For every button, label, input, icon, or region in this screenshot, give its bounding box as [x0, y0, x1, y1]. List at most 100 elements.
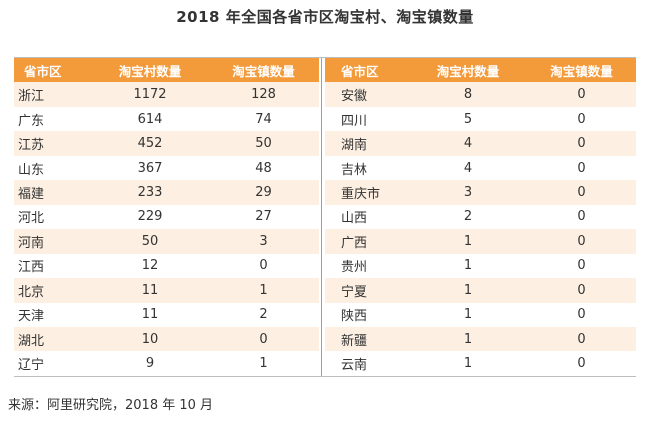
cell-province: 辽宁	[18, 358, 45, 374]
cell-province: 山东	[18, 162, 45, 178]
table-row: 宁夏 1 0	[325, 278, 636, 303]
table-header-row: 省市区 淘宝村数量 淘宝镇数量	[14, 58, 319, 83]
table-row: 山西 2 0	[325, 205, 636, 229]
cell-town-count: 27	[255, 209, 272, 225]
cell-village-count: 11	[141, 307, 159, 323]
cell-village-count: 4	[463, 160, 473, 176]
cell-province: 江苏	[18, 138, 45, 154]
cell-town-count: 74	[255, 111, 272, 127]
source-note: 来源：阿里研究院，2018 年 10 月	[8, 398, 214, 413]
cell-village-count: 1	[463, 258, 473, 274]
cell-town-count: 128	[251, 87, 276, 103]
cell-village-count: 367	[137, 160, 163, 176]
cell-province: 河南	[18, 235, 45, 251]
cell-village-count: 614	[137, 111, 163, 127]
cell-province: 福建	[18, 186, 45, 202]
cell-town-count: 0	[577, 160, 586, 176]
table-row: 天津 11 2	[14, 303, 319, 327]
cell-village-count: 3	[463, 184, 473, 200]
table-left-half: 省市区 淘宝村数量 淘宝镇数量 浙江 1172 128 广东 614 74 江苏 452 50 山…	[14, 58, 319, 376]
cell-province: 浙江	[18, 89, 45, 105]
cell-province: 江西	[18, 260, 45, 276]
table-row: 河南 50 3	[14, 229, 319, 254]
cell-village-count: 229	[137, 209, 163, 225]
cell-province: 湖南	[341, 138, 368, 154]
cell-province: 贵州	[341, 260, 368, 276]
cell-village-count: 1	[463, 356, 473, 372]
table-row: 北京 11 1	[14, 278, 319, 303]
cell-town-count: 0	[577, 209, 586, 225]
cell-village-count: 4	[463, 136, 473, 152]
table-header-row: 省市区 淘宝村数量 淘宝镇数量	[325, 58, 636, 83]
cell-village-count: 1	[463, 282, 473, 298]
cell-town-count: 0	[577, 233, 586, 249]
cell-province: 安徽	[341, 89, 368, 105]
cell-village-count: 1	[463, 233, 473, 249]
cell-province: 新疆	[341, 333, 368, 349]
table-row: 江苏 452 50	[14, 131, 319, 156]
table-right-half: 省市区 淘宝村数量 淘宝镇数量 安徽 8 0 四川 5 0 湖南 4 0 吉林 4 0 重庆市 3 0 山西 2…	[325, 58, 636, 376]
table-row: 四川 5 0	[325, 107, 636, 131]
cell-province: 天津	[18, 309, 45, 325]
cell-village-count: 8	[463, 87, 473, 103]
cell-village-count: 452	[137, 136, 163, 152]
cell-town-count: 1	[259, 356, 268, 372]
cell-province: 重庆市	[341, 186, 381, 202]
cell-village-count: 233	[137, 184, 163, 200]
cell-village-count: 11	[141, 282, 159, 298]
cell-village-count: 1	[463, 331, 473, 347]
header-province: 省市区	[24, 63, 62, 79]
table-row: 新疆 1 0	[325, 326, 636, 352]
cell-province: 山西	[341, 211, 368, 227]
cell-town-count: 0	[259, 331, 268, 347]
cell-village-count: 12	[141, 258, 159, 274]
table-row: 福建 233 29	[14, 180, 319, 205]
cell-province: 吉林	[341, 162, 368, 178]
cell-town-count: 2	[259, 307, 268, 323]
table-row: 陕西 1 0	[325, 303, 636, 327]
cell-province: 四川	[341, 113, 368, 129]
header-village-count: 淘宝村数量	[436, 63, 500, 79]
cell-town-count: 1	[259, 282, 268, 298]
cell-town-count: 0	[577, 331, 586, 347]
cell-village-count: 10	[141, 331, 159, 347]
table-row: 湖南 4 0	[325, 131, 636, 156]
cell-town-count: 0	[577, 356, 586, 372]
data-table: 省市区 淘宝村数量 淘宝镇数量 浙江 1172 128 广东 614 74 江苏 452 50 山…	[14, 57, 636, 377]
cell-town-count: 0	[577, 307, 586, 323]
cell-province: 湖北	[18, 333, 45, 349]
cell-town-count: 3	[259, 233, 268, 249]
table-row: 安徽 8 0	[325, 82, 636, 107]
cell-town-count: 50	[255, 136, 272, 152]
table-row: 山东 367 48	[14, 156, 319, 180]
cell-town-count: 0	[577, 184, 586, 200]
cell-village-count: 5	[463, 111, 473, 127]
cell-province: 北京	[18, 284, 45, 300]
table-row: 广东 614 74	[14, 107, 319, 131]
cell-village-count: 2	[463, 209, 473, 225]
page-title: 2018 年全国各省市区淘宝村、淘宝镇数量	[176, 8, 474, 26]
cell-village-count: 9	[145, 356, 155, 372]
header-province: 省市区	[341, 63, 379, 79]
header-town-count: 淘宝镇数量	[550, 63, 613, 79]
table-row: 湖北 10 0	[14, 326, 319, 352]
cell-town-count: 48	[255, 160, 272, 176]
table-row: 河北 229 27	[14, 205, 319, 229]
table-divider	[319, 58, 325, 376]
cell-village-count: 1	[463, 307, 473, 323]
cell-town-count: 0	[577, 282, 586, 298]
header-village-count: 淘宝村数量	[118, 63, 182, 79]
cell-town-count: 0	[577, 87, 586, 103]
table-row: 广西 1 0	[325, 229, 636, 254]
cell-province: 云南	[341, 358, 368, 374]
header-town-count: 淘宝镇数量	[232, 63, 295, 79]
table-row: 江西 12 0	[14, 254, 319, 278]
cell-province: 陕西	[341, 309, 368, 325]
table-row: 辽宁 9 1	[14, 351, 319, 375]
cell-town-count: 0	[259, 258, 268, 274]
table-row: 云南 1 0	[325, 351, 636, 375]
cell-town-count: 0	[577, 111, 586, 127]
cell-province: 广东	[18, 113, 45, 129]
cell-town-count: 29	[255, 184, 272, 200]
cell-province: 宁夏	[341, 284, 368, 300]
